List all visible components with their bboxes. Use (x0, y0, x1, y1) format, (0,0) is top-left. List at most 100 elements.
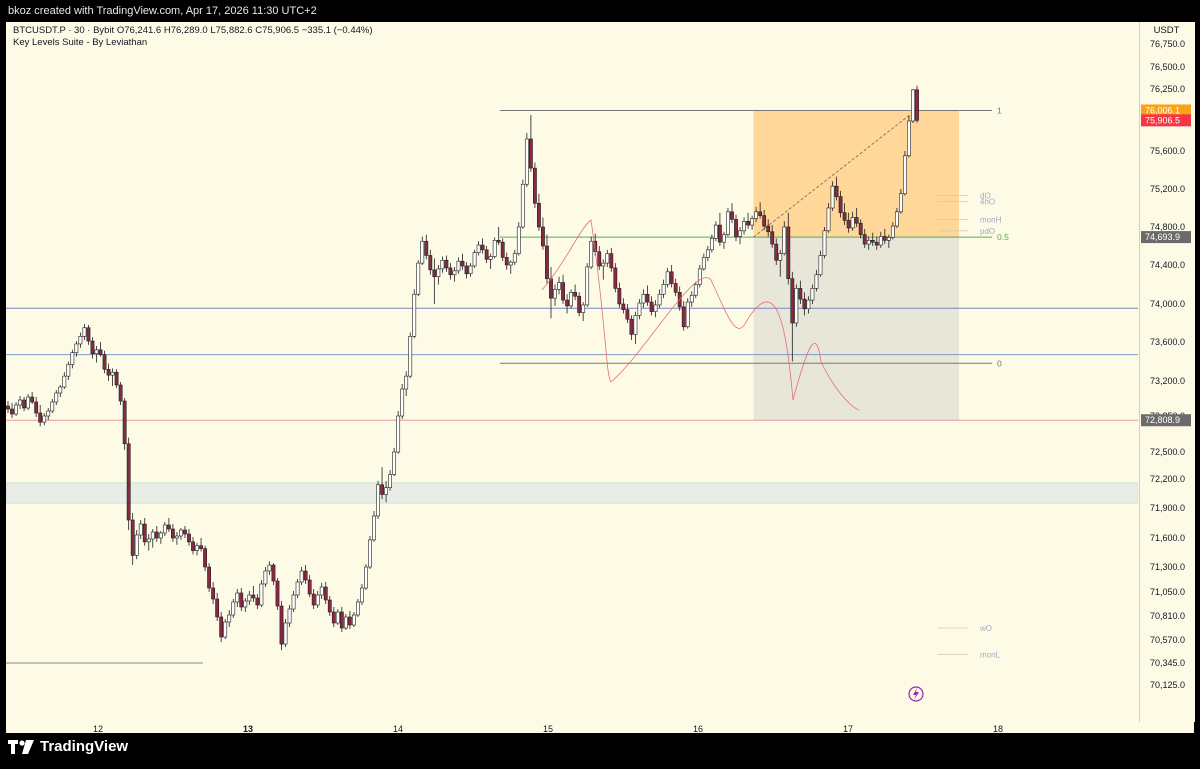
candle-body[interactable] (484, 249, 489, 260)
candle-body[interactable] (70, 352, 75, 365)
candle-body[interactable] (617, 288, 622, 305)
candle-body[interactable] (146, 538, 151, 543)
candle-body[interactable] (412, 293, 417, 337)
candle-body[interactable] (750, 218, 754, 226)
candle-body[interactable] (183, 529, 187, 535)
candle-body[interactable] (565, 299, 569, 307)
candle-body[interactable] (86, 327, 91, 342)
time-axis[interactable]: 12 13 14 15 16 17 18 (6, 722, 1139, 733)
candle-body[interactable] (903, 155, 907, 195)
candle-body[interactable] (110, 371, 115, 376)
candle-body[interactable] (500, 241, 505, 258)
candle-body[interactable] (476, 244, 481, 253)
candle-body[interactable] (331, 611, 336, 624)
candle-body[interactable] (866, 240, 871, 245)
candle-body[interactable] (713, 224, 718, 239)
candle-body[interactable] (404, 375, 409, 390)
candle-body[interactable] (327, 599, 332, 613)
candle-body[interactable] (106, 368, 111, 376)
candle-body[interactable] (90, 340, 95, 354)
candle-body[interactable] (416, 262, 421, 295)
candle-body[interactable] (561, 282, 565, 301)
candle-body[interactable] (782, 226, 787, 254)
candle-body[interactable] (299, 570, 304, 583)
candle-body[interactable] (661, 284, 666, 295)
candle-body[interactable] (283, 622, 288, 645)
candle-body[interactable] (251, 594, 256, 599)
candle-body[interactable] (388, 474, 393, 488)
candle-body[interactable] (870, 240, 875, 243)
candle-body[interactable] (444, 259, 449, 269)
candle-body[interactable] (722, 234, 726, 243)
candle-body[interactable] (802, 298, 807, 310)
candle-body[interactable] (882, 236, 887, 241)
candle-body[interactable] (10, 408, 14, 415)
candle-body[interactable] (798, 288, 803, 300)
candle-body[interactable] (705, 249, 710, 258)
candle-body[interactable] (850, 217, 855, 229)
candle-body[interactable] (287, 608, 292, 624)
candle-body[interactable] (199, 545, 203, 549)
candle-body[interactable] (456, 260, 461, 272)
candle-body[interactable] (842, 212, 847, 221)
candle-body[interactable] (134, 534, 139, 556)
candle-body[interactable] (649, 301, 654, 312)
candle-body[interactable] (878, 236, 883, 246)
candle-body[interactable] (653, 304, 658, 312)
price-tag-1[interactable]: 75,906.5 (1145, 115, 1180, 125)
candle-body[interactable] (601, 262, 606, 267)
candle-body[interactable] (472, 252, 477, 267)
candle-body[interactable] (874, 241, 879, 246)
candle-body[interactable] (754, 211, 759, 219)
candle-body[interactable] (633, 315, 638, 335)
candle-body[interactable] (279, 605, 284, 645)
candle-body[interactable] (38, 412, 43, 423)
candle-body[interactable] (541, 226, 545, 247)
candle-body[interactable] (14, 404, 18, 415)
candle-body[interactable] (810, 288, 815, 301)
candle-body[interactable] (621, 303, 626, 310)
candle-body[interactable] (34, 401, 39, 414)
candle-body[interactable] (315, 594, 320, 606)
candle-body[interactable] (697, 268, 702, 285)
candle-body[interactable] (235, 592, 240, 603)
candle-body[interactable] (492, 240, 497, 257)
candle-body[interactable] (18, 399, 22, 406)
candle-body[interactable] (806, 299, 811, 310)
candle-body[interactable] (118, 384, 123, 402)
candle-body[interactable] (150, 531, 155, 540)
candle-body[interactable] (641, 293, 646, 304)
candle-body[interactable] (645, 293, 650, 303)
candle-body[interactable] (838, 196, 843, 214)
candle-body[interactable] (834, 185, 839, 197)
candle-body[interactable] (846, 220, 851, 229)
candle-body[interactable] (408, 335, 413, 377)
candle-body[interactable] (54, 392, 59, 403)
candle-body[interactable] (372, 515, 376, 541)
candle-body[interactable] (360, 587, 364, 603)
price-tag-3[interactable]: 72,808.9 (1145, 415, 1180, 425)
candle-body[interactable] (488, 256, 493, 260)
candle-body[interactable] (179, 529, 183, 537)
candle-body[interactable] (537, 202, 541, 228)
candle-body[interactable] (468, 265, 473, 275)
candle-body[interactable] (629, 318, 634, 335)
candle-body[interactable] (158, 532, 163, 539)
candle-body[interactable] (255, 597, 260, 606)
candle-body[interactable] (162, 524, 167, 534)
candle-body[interactable] (384, 487, 388, 495)
candle-body[interactable] (126, 443, 131, 521)
candle-body[interactable] (66, 364, 71, 377)
candle-body[interactable] (520, 183, 525, 228)
candle-body[interactable] (311, 593, 316, 606)
candle-body[interactable] (665, 271, 670, 285)
candle-body[interactable] (549, 278, 553, 299)
candle-body[interactable] (673, 283, 678, 293)
position-target-zone[interactable] (753, 110, 960, 238)
candle-body[interactable] (82, 327, 87, 337)
candle-body[interactable] (915, 89, 919, 121)
candle-body[interactable] (693, 284, 698, 296)
candle-body[interactable] (203, 548, 207, 568)
candle-body[interactable] (464, 265, 469, 275)
candle-body[interactable] (376, 484, 380, 517)
